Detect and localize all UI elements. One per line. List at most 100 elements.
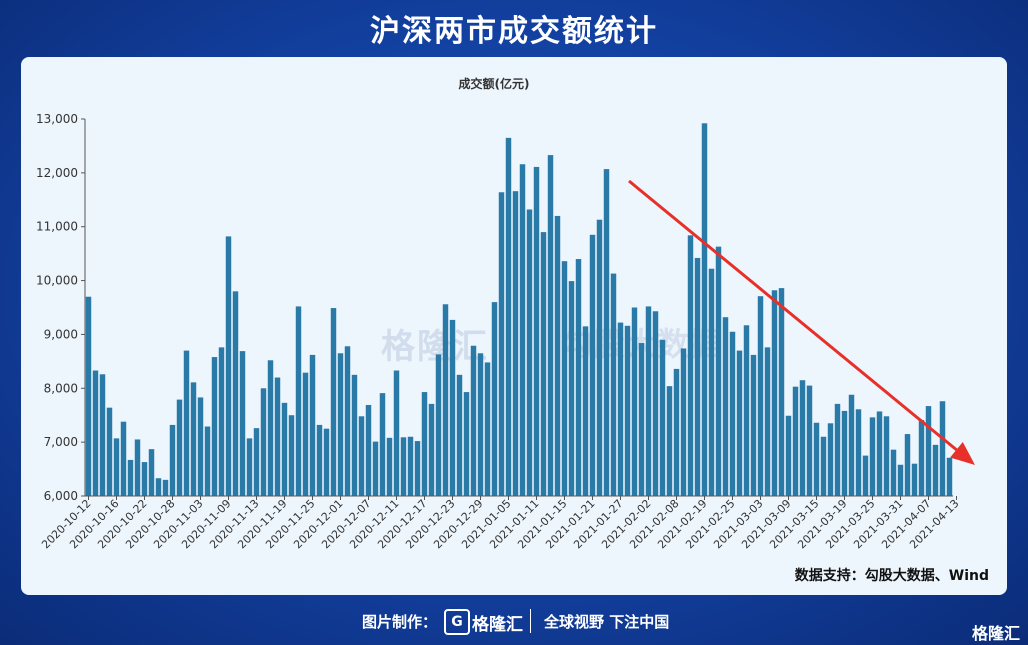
bar	[400, 437, 407, 496]
bar	[99, 374, 106, 496]
bar	[757, 296, 764, 496]
bar	[750, 354, 757, 496]
bar	[435, 354, 442, 496]
credit-label: 图片制作：	[362, 613, 438, 631]
bar	[834, 403, 841, 496]
bar	[610, 273, 617, 496]
bar	[659, 339, 666, 496]
bar	[106, 407, 113, 496]
chart-card: 格隆汇 勾股大数据 成交额(亿元) 6,0007,0008,0009,00010…	[21, 57, 1007, 595]
bar	[197, 397, 204, 496]
bar	[204, 426, 211, 496]
bar	[869, 417, 876, 496]
bar	[652, 311, 659, 496]
bar	[848, 394, 855, 496]
bar	[288, 415, 295, 496]
bar	[715, 246, 722, 496]
y-tick-label: 13,000	[36, 112, 78, 126]
bar	[260, 388, 267, 496]
bar	[428, 403, 435, 496]
bar	[512, 191, 519, 497]
bar	[540, 232, 547, 496]
bar	[708, 268, 715, 496]
footer: 图片制作： G 格隆汇 全球视野 下注中国	[0, 605, 1028, 645]
bar	[183, 350, 190, 496]
bar	[225, 236, 232, 496]
bar	[470, 345, 477, 496]
y-tick-label: 6,000	[44, 489, 78, 503]
bar	[680, 348, 687, 496]
bar	[771, 290, 778, 496]
bar	[386, 437, 393, 496]
bar	[351, 374, 358, 496]
bar	[568, 281, 575, 496]
bar	[113, 438, 120, 496]
bar	[190, 382, 197, 496]
bar	[729, 331, 736, 496]
bar	[309, 354, 316, 496]
bar	[421, 392, 428, 496]
bar	[267, 360, 274, 496]
y-tick-label: 11,000	[36, 220, 78, 234]
bar	[358, 416, 365, 496]
bar	[176, 399, 183, 496]
bar	[687, 235, 694, 496]
footer-logo-text: 格隆汇	[472, 615, 523, 635]
bar	[764, 347, 771, 496]
data-source: 数据支持：勾股大数据、Wind	[794, 568, 989, 584]
bar	[365, 404, 372, 496]
bar	[477, 353, 484, 496]
bar	[946, 457, 953, 496]
bar	[701, 123, 708, 496]
bar	[519, 164, 526, 496]
bar-chart: 成交额(亿元) 6,000 7,000 8,000 9,000 10,000 11,000…	[36, 76, 975, 551]
bar	[589, 234, 596, 497]
bar	[372, 441, 379, 496]
bar	[155, 478, 162, 496]
bar	[890, 449, 897, 496]
bar	[281, 402, 288, 496]
bar	[253, 428, 260, 496]
bar	[582, 326, 589, 496]
bar	[85, 296, 92, 496]
bar	[736, 350, 743, 496]
footer-divider	[530, 609, 531, 633]
bar	[939, 401, 946, 496]
bar	[211, 357, 218, 496]
bar	[274, 377, 281, 496]
bar	[484, 362, 491, 496]
gelonghui-logo-icon: G	[444, 609, 470, 635]
bar	[302, 372, 309, 496]
bar	[596, 219, 603, 496]
bar	[232, 291, 239, 496]
y-tick-label: 9,000	[44, 327, 78, 341]
bar	[162, 479, 169, 496]
bar	[379, 393, 386, 496]
bar	[533, 166, 540, 496]
bar	[449, 319, 456, 496]
bar	[638, 343, 645, 496]
page-title: 沪深两市成交额统计	[370, 14, 658, 49]
bar	[120, 421, 127, 496]
bar	[897, 464, 904, 496]
bar	[498, 192, 505, 496]
y-tick-label: 8,000	[44, 381, 78, 395]
bar	[127, 459, 134, 496]
bar	[855, 409, 862, 496]
bar	[316, 424, 323, 496]
bar	[904, 434, 911, 496]
bar	[323, 428, 330, 496]
bar	[239, 351, 246, 496]
bar	[841, 410, 848, 496]
bar	[743, 325, 750, 496]
bar	[876, 411, 883, 496]
bar	[442, 304, 449, 496]
bar	[92, 370, 99, 496]
bar	[813, 422, 820, 496]
bar	[393, 370, 400, 496]
y-tick-label: 12,000	[36, 166, 78, 180]
bar	[337, 353, 344, 496]
bar	[575, 259, 582, 496]
bar	[414, 441, 421, 496]
trend-arrow-line	[628, 179, 962, 455]
